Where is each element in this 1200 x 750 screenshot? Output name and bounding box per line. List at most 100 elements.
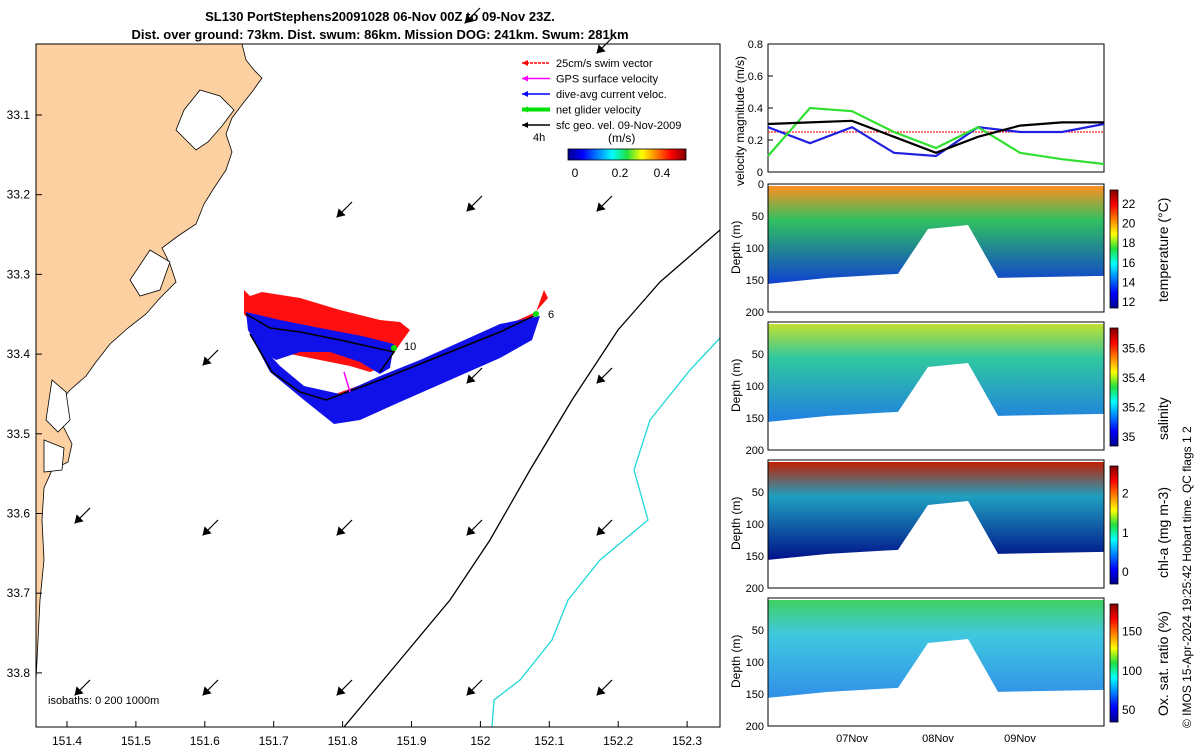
isobath-200m [343, 229, 721, 728]
salinity-cblabel: salinity [1155, 397, 1171, 440]
day-label-end: 10 [404, 341, 416, 353]
legend-arrowhead [522, 122, 528, 128]
geo-arrow-head [466, 526, 476, 536]
chla-colorbar [1109, 465, 1119, 585]
oxygen-cblabel: Ox. sat. ratio (%) [1155, 611, 1171, 716]
legend-arrowhead [522, 106, 528, 113]
legend-label: 25cm/s swim vector [556, 58, 653, 70]
lat-tick-label: 33.6 [7, 507, 31, 521]
salinity-ytick-label: 150 [746, 413, 764, 425]
temperature-section-fill [768, 186, 1104, 284]
copyright-note: © IMOS 15-Apr-2024 19:25:42 Hobart time.… [1180, 426, 1194, 728]
chla-ytick-label: 50 [752, 487, 764, 499]
lat-tick-label: 33.5 [7, 427, 31, 441]
salinity-cbtick: 35.6 [1122, 342, 1146, 356]
geo-arrow-head [596, 374, 606, 384]
oxygen-ytick-label: 200 [746, 721, 764, 733]
temperature-panel: 0 50 100 150 200 Depth (m) 12 14 16 18 20 22 tempera… [729, 179, 1171, 319]
chla-cbtick: 0 [1122, 565, 1129, 579]
geo-arrow-head [466, 202, 476, 212]
oxygen-colorbar [1109, 603, 1119, 723]
geo-arrow-head [464, 14, 474, 24]
salinity-ytick-label: 100 [746, 381, 764, 393]
salinity-cbtick: 35 [1122, 430, 1136, 444]
temperature-ytick-label: 100 [746, 243, 764, 255]
temperature-cblabel: temperature (°C) [1155, 198, 1171, 302]
legend-arrowhead [522, 91, 528, 97]
salinity-panel: 50 100 150 200 Depth (m) 35 35.2 35.4 35.6 salini… [729, 321, 1171, 457]
oxygen-cbtick: 50 [1122, 703, 1136, 717]
temperature-cbtick: 12 [1122, 295, 1136, 309]
chla-cblabel: chl-a (mg m-3) [1155, 487, 1171, 578]
day-label-start: 6 [548, 309, 554, 321]
geostrophic-velocity-arrows [74, 7, 613, 696]
time-tick-label: 09Nov [1004, 733, 1036, 745]
geo-arrow-head [202, 686, 212, 696]
temperature-ytick-label: 200 [746, 307, 764, 319]
temperature-ytick-label: 150 [746, 275, 764, 287]
chla-cbtick: 2 [1122, 487, 1129, 501]
colorbar-tick-0: 0 [572, 166, 579, 180]
lat-tick-label: 33.1 [7, 108, 31, 122]
geo-arrow-head [596, 526, 606, 536]
velocity-ytick-label: 0.4 [748, 103, 763, 115]
salinity-ytick-label: 50 [752, 349, 764, 361]
geo-arrow-head [74, 686, 84, 696]
chla-ytick-label: 150 [746, 551, 764, 563]
isobath-1000m [491, 337, 721, 728]
legend-label: GPS surface velocity [556, 74, 659, 86]
chla-section-fill [768, 462, 1104, 560]
chla-cbtick: 1 [1122, 526, 1129, 540]
velocity-ytick-label: 0.2 [748, 135, 763, 147]
oxygen-cbtick: 150 [1122, 625, 1142, 639]
speed-colorbar [567, 148, 687, 161]
oxygen-ytick-label: 100 [746, 657, 764, 669]
lon-tick-label: 151.9 [396, 734, 426, 748]
legend-label: net glider velocity [556, 105, 641, 117]
geo-arrow-head [466, 374, 476, 384]
velocity-ytick-label: 0.8 [748, 39, 763, 51]
chla-ytick-label: 100 [746, 519, 764, 531]
geo-arrow-head [202, 526, 212, 536]
velocity-panel: 0 0.2 0.4 0.6 0.8 [748, 39, 1105, 179]
temperature-cbtick: 14 [1122, 275, 1136, 289]
colorbar-unit: (m/s) [608, 131, 635, 145]
lon-tick-label: 151.8 [328, 734, 358, 748]
salinity-colorbar [1109, 327, 1119, 447]
velocity-ylabel: velocity magnitude (m/s) [733, 56, 747, 186]
legend-label: sfc geo. vel. 09-Nov-2009 [556, 120, 681, 132]
temperature-cbtick: 18 [1122, 236, 1136, 250]
time-tick-label: 07Nov [836, 733, 868, 745]
legend-arrowhead [522, 60, 528, 66]
geo-arrow-head [202, 356, 212, 366]
oxygen-section-fill [768, 600, 1104, 698]
map-legend: 25cm/s swim vector GPS surface velocity di… [522, 58, 681, 132]
oxygen-ytick-label: 50 [752, 625, 764, 637]
legend-arrowhead [522, 75, 528, 82]
chla-ylabel: Depth (m) [729, 497, 743, 550]
lon-tick-label: 151.6 [190, 734, 220, 748]
lon-tick-label: 151.4 [52, 734, 82, 748]
lat-tick-label: 33.4 [7, 347, 31, 361]
temperature-cbtick: 20 [1122, 216, 1136, 230]
velocity-series-line [767, 106, 1105, 166]
geo-arrow-head [336, 526, 346, 536]
geo-arrow-head [336, 686, 346, 696]
legend-label: dive-avg current veloc. [556, 89, 667, 101]
temperature-ylabel: Depth (m) [729, 221, 743, 274]
geo-arrow-head [596, 44, 606, 54]
lon-tick-label: 152.1 [534, 734, 564, 748]
temperature-ytick-label: 50 [752, 211, 764, 223]
lon-tick-label: 152 [470, 734, 490, 748]
oxygen-panel: 50 100 150 200 Depth (m) 50 100 150 Ox. sat. rat… [729, 597, 1171, 733]
salinity-ylabel: Depth (m) [729, 359, 743, 412]
velocity-ytick-label: 0.6 [748, 71, 763, 83]
lat-tick-label: 33.7 [7, 586, 31, 600]
colorbar-tick-2: 0.4 [654, 166, 671, 180]
salinity-cbtick: 35.2 [1122, 401, 1146, 415]
figure-subtitle: Dist. over ground: 73km. Dist. swum: 86k… [131, 27, 629, 42]
salinity-section-fill [768, 324, 1104, 422]
isobaths-note: isobaths: 0 200 1000m [48, 695, 159, 707]
time-marker: 4h [533, 132, 545, 144]
